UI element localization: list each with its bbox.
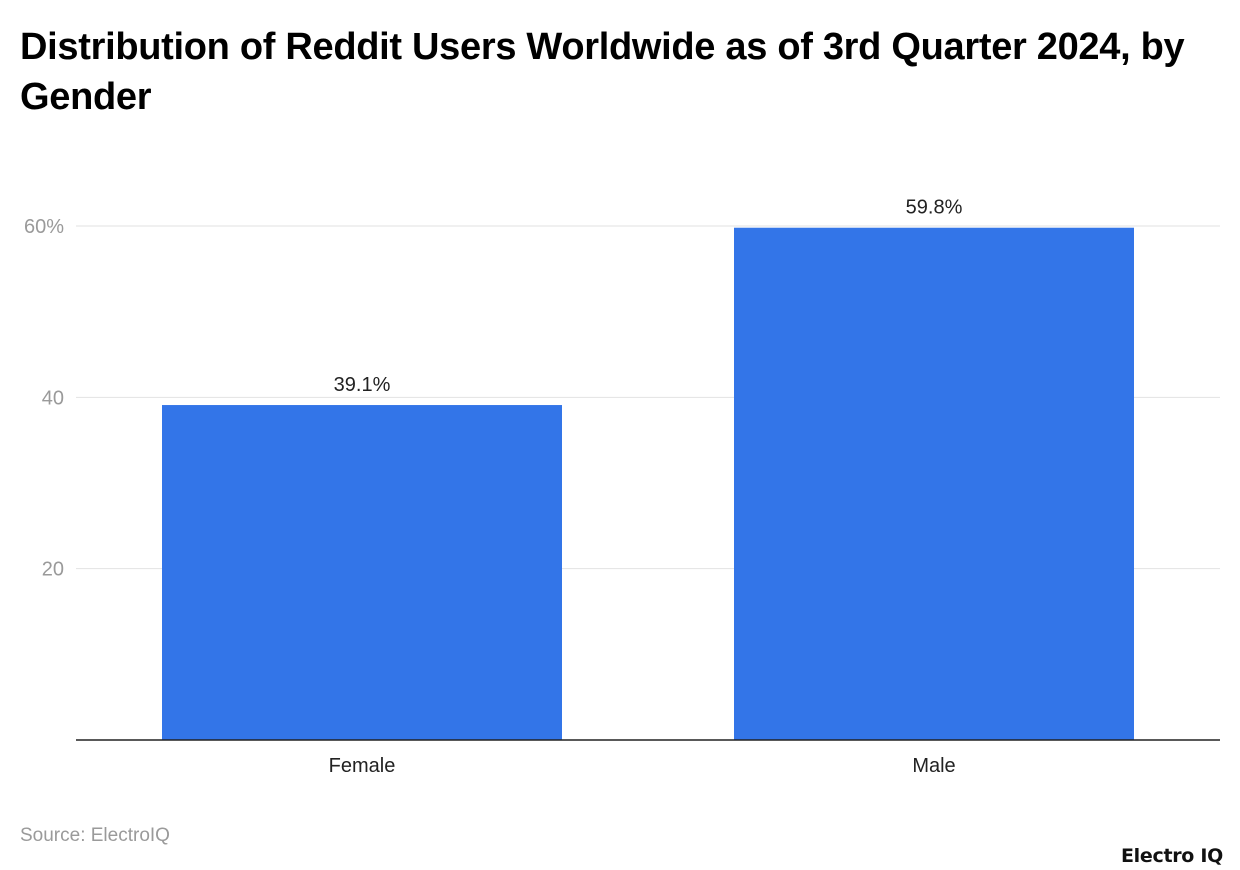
chart-title: Distribution of Reddit Users Worldwide a… [20, 26, 1185, 118]
y-tick-label: 20 [42, 559, 64, 581]
y-tick-label: 60% [24, 216, 64, 238]
data-label: 39.1% [334, 374, 391, 396]
x-tick-label: Male [912, 755, 955, 777]
source-note: Source: ElectroIQ [20, 825, 170, 846]
y-tick-label: 40 [42, 387, 64, 409]
x-tick-label: Female [329, 755, 396, 777]
data-label: 59.8% [906, 197, 963, 219]
bar-female [162, 405, 562, 740]
electroiq-logo: Electro IQ [1121, 845, 1223, 867]
bar-male [734, 227, 1134, 741]
